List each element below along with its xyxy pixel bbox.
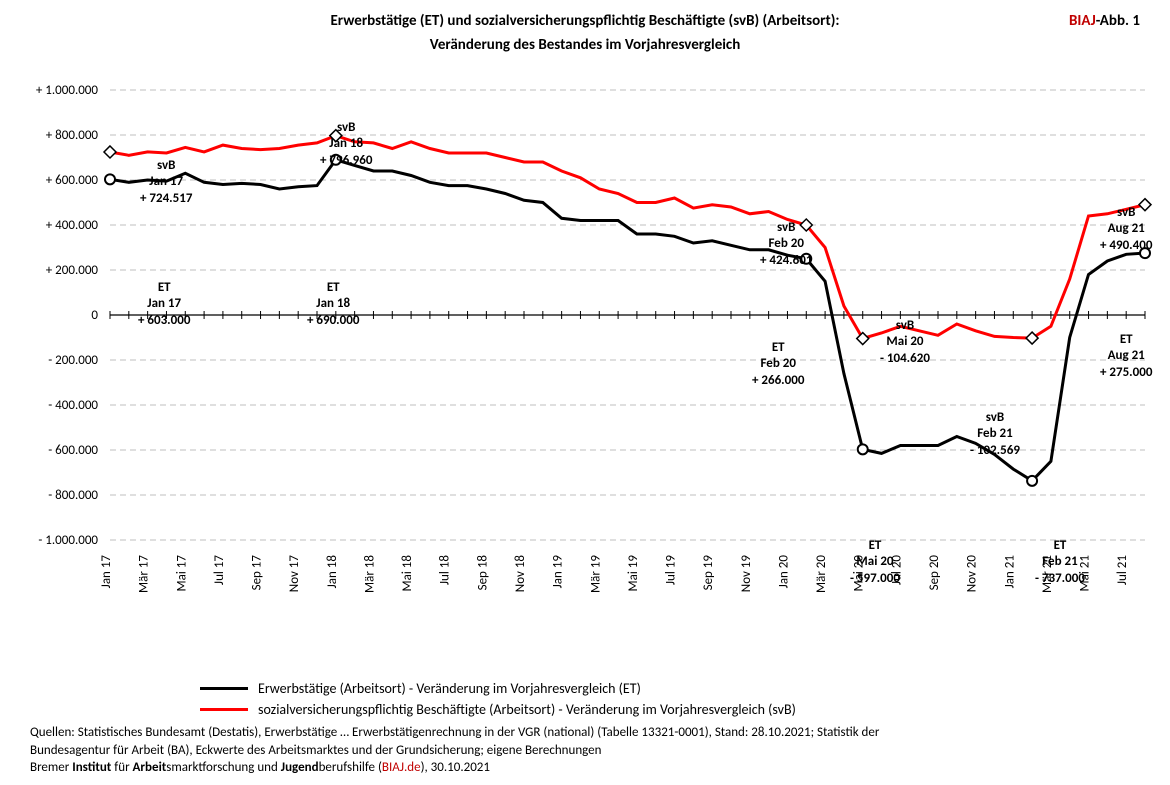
svg-text:Nov 17: Nov 17 bbox=[287, 555, 302, 593]
svg-text:Jan 20: Jan 20 bbox=[776, 555, 791, 589]
svg-text:Jan 18: Jan 18 bbox=[325, 555, 340, 589]
svg-text:+ 1.000.000: + 1.000.000 bbox=[36, 83, 99, 98]
svg-text:Jan 19: Jan 19 bbox=[551, 555, 566, 589]
svg-text:- 1.000.000: - 1.000.000 bbox=[38, 533, 98, 548]
source-line2: Bundesagentur für Arbeit (BA), Eckwerte … bbox=[30, 742, 1140, 760]
annotation-et_mai20: ETMai 20- 597.000 bbox=[850, 538, 900, 587]
svg-text:Jul 17: Jul 17 bbox=[212, 555, 227, 585]
annotation-et_jan18: ETJan 18+ 690.000 bbox=[307, 280, 359, 329]
legend: Erwerbstätige (Arbeitsort) - Veränderung… bbox=[200, 680, 796, 722]
biaj-text: BIAJ bbox=[1069, 12, 1096, 30]
annotation-svb_feb20: svBFeb 20+ 424.601 bbox=[760, 220, 812, 269]
chart-title-line1: Erwerbstätige (ET) und sozialversicherun… bbox=[0, 12, 1170, 30]
svg-text:- 800.000: - 800.000 bbox=[48, 488, 98, 503]
svg-text:Sep 20: Sep 20 bbox=[927, 555, 942, 591]
source-line1: Quellen: Statistisches Bundesamt (Destat… bbox=[30, 724, 1140, 742]
chart-svg: + 1.000.000 + 800.000 + 600.000 + 400.000 + … bbox=[0, 70, 1170, 630]
svg-text:Mai 19: Mai 19 bbox=[626, 555, 641, 592]
sources-block: Quellen: Statistisches Bundesamt (Destat… bbox=[30, 724, 1140, 777]
svg-text:- 200.000: - 200.000 bbox=[48, 353, 98, 368]
svg-text:+ 600.000: + 600.000 bbox=[46, 173, 99, 188]
annotation-svb_feb21: svBFeb 21- 102.569 bbox=[970, 410, 1020, 459]
svg-text:- 400.000: - 400.000 bbox=[48, 398, 98, 413]
annotation-svb_aug21: svBAug 21+ 490.400 bbox=[1100, 205, 1152, 254]
svg-text:- 600.000: - 600.000 bbox=[48, 443, 98, 458]
legend-item: Erwerbstätige (Arbeitsort) - Veränderung… bbox=[200, 680, 796, 697]
annotation-et_aug21: ETAug 21+ 275.000 bbox=[1100, 332, 1152, 381]
chart-title-line2: Veränderung des Bestandes im Vorjahresve… bbox=[0, 36, 1170, 54]
annotation-et_feb20: ETFeb 20+ 266.000 bbox=[752, 340, 804, 389]
svg-text:+ 400.000: + 400.000 bbox=[46, 218, 99, 233]
svg-text:Mär 18: Mär 18 bbox=[362, 555, 377, 593]
svg-text:Mai 18: Mai 18 bbox=[400, 555, 415, 592]
svg-text:Mai 17: Mai 17 bbox=[174, 555, 189, 592]
svg-text:Sep 17: Sep 17 bbox=[250, 555, 265, 591]
annotation-et_feb21: ETFeb 21- 737.000 bbox=[1035, 538, 1085, 587]
figure-number: -Abb. 1 bbox=[1096, 12, 1140, 30]
svg-text:Jan 21: Jan 21 bbox=[1002, 555, 1017, 588]
svg-text:Mär 20: Mär 20 bbox=[814, 555, 829, 593]
svg-text:Nov 20: Nov 20 bbox=[965, 555, 980, 593]
svg-text:Jul 21: Jul 21 bbox=[1115, 555, 1130, 585]
svg-text:+ 200.000: + 200.000 bbox=[46, 263, 99, 278]
svg-text:Mär 17: Mär 17 bbox=[137, 555, 152, 593]
svg-text:Jan 17: Jan 17 bbox=[99, 555, 114, 589]
legend-item: sozialversicherungspflichtig Beschäftigt… bbox=[200, 701, 796, 718]
source-line3: Bremer Institut für Arbeitsmarktforschun… bbox=[30, 759, 1140, 777]
figure-tag: BIAJ-Abb. 1 bbox=[1069, 12, 1140, 30]
annotation-et_jan17: ETJan 17+ 603.000 bbox=[138, 280, 190, 329]
svg-text:Jul 19: Jul 19 bbox=[664, 555, 679, 585]
svg-text:Nov 19: Nov 19 bbox=[739, 555, 754, 593]
svg-text:Sep 18: Sep 18 bbox=[475, 555, 490, 591]
annotation-svb_jan18: svBJan 18+ 796.960 bbox=[320, 120, 372, 169]
chart-title-block: Erwerbstätige (ET) und sozialversicherun… bbox=[0, 12, 1170, 54]
svg-text:Mär 19: Mär 19 bbox=[588, 555, 603, 593]
svg-text:+ 800.000: + 800.000 bbox=[46, 128, 99, 143]
svg-text:0: 0 bbox=[91, 308, 98, 323]
svg-text:Jul 18: Jul 18 bbox=[438, 555, 453, 585]
svg-text:Sep 19: Sep 19 bbox=[701, 555, 716, 591]
annotation-svb_mai20: svBMai 20- 104.620 bbox=[880, 318, 930, 367]
svg-text:Nov 18: Nov 18 bbox=[513, 555, 528, 593]
annotation-svb_jan17: svBJan 17+ 724.517 bbox=[140, 158, 192, 207]
